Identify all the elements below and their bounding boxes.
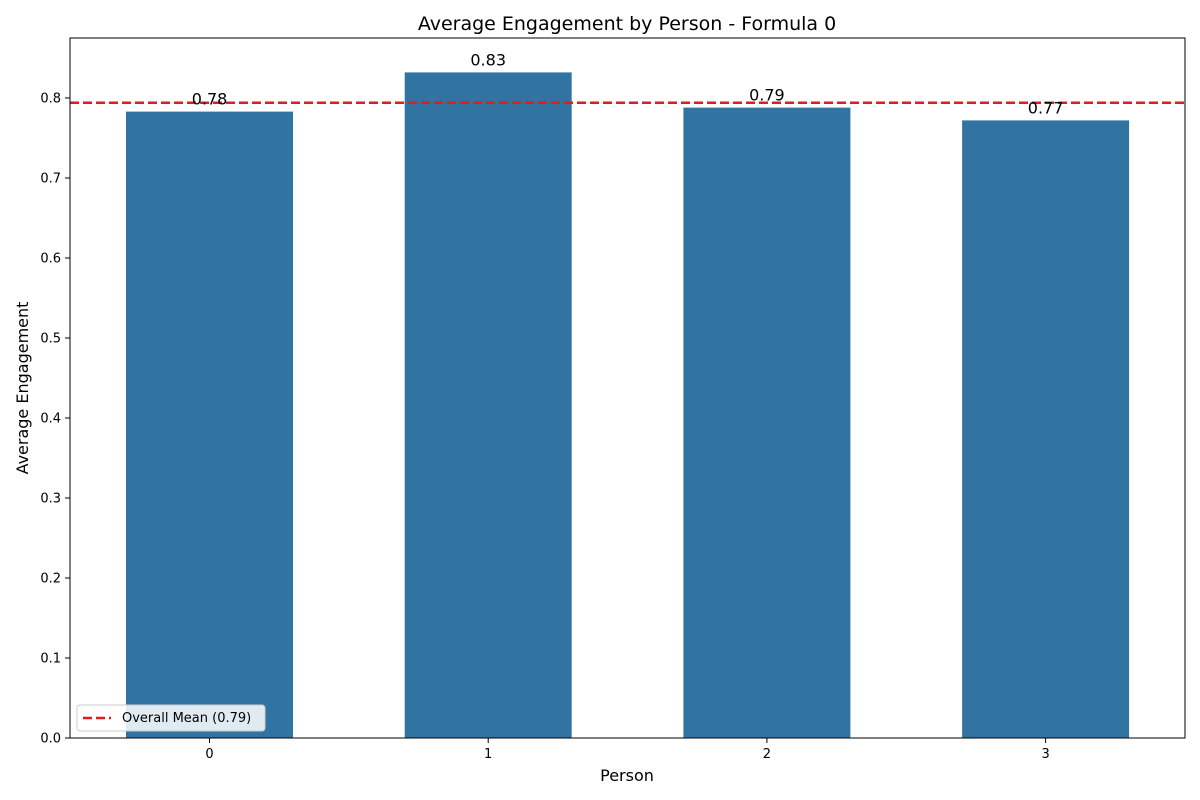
plot-frame — [69, 37, 1186, 739]
legend: Overall Mean (0.79) — [76, 704, 266, 732]
x-tick-label: 3 — [1041, 747, 1049, 762]
bar-person-0 — [126, 111, 293, 739]
bars-layer — [126, 72, 1130, 739]
value-label-person-3: 0.77 — [1028, 98, 1064, 117]
legend-box — [76, 704, 266, 732]
y-tick-label: 0.5 — [40, 332, 61, 347]
bar-person-3 — [962, 120, 1130, 738]
y-tick-label: 0.6 — [40, 252, 61, 267]
x-axis: 0 1 2 3 — [205, 738, 1050, 762]
y-tick-label: 0.4 — [40, 412, 61, 427]
bar-person-1 — [404, 72, 572, 738]
x-axis-label: Person — [600, 766, 654, 785]
legend-entry-label: Overall Mean (0.79) — [122, 711, 251, 726]
y-tick-label: 0.0 — [40, 732, 61, 747]
y-tick-label: 0.1 — [40, 652, 61, 667]
y-axis-label: Average Engagement — [13, 302, 32, 475]
y-tick-label: 0.3 — [40, 492, 61, 507]
value-labels-layer: 0.78 0.83 0.79 0.77 — [192, 50, 1064, 117]
y-tick-label: 0.2 — [40, 572, 61, 587]
bar-person-2 — [683, 107, 851, 739]
x-tick-label: 2 — [763, 747, 771, 762]
y-tick-label: 0.7 — [40, 172, 61, 187]
y-tick-label: 0.8 — [40, 92, 61, 107]
value-label-person-2: 0.79 — [749, 86, 785, 105]
y-axis: 0.0 0.1 0.2 0.3 0.4 0.5 0.6 0.7 0.8 — [40, 92, 70, 747]
x-tick-label: 0 — [205, 747, 213, 762]
chart-title: Average Engagement by Person - Formula 0 — [418, 13, 836, 35]
value-label-person-1: 0.83 — [470, 50, 506, 69]
x-tick-label: 1 — [484, 747, 492, 762]
value-label-person-0: 0.78 — [192, 90, 228, 109]
